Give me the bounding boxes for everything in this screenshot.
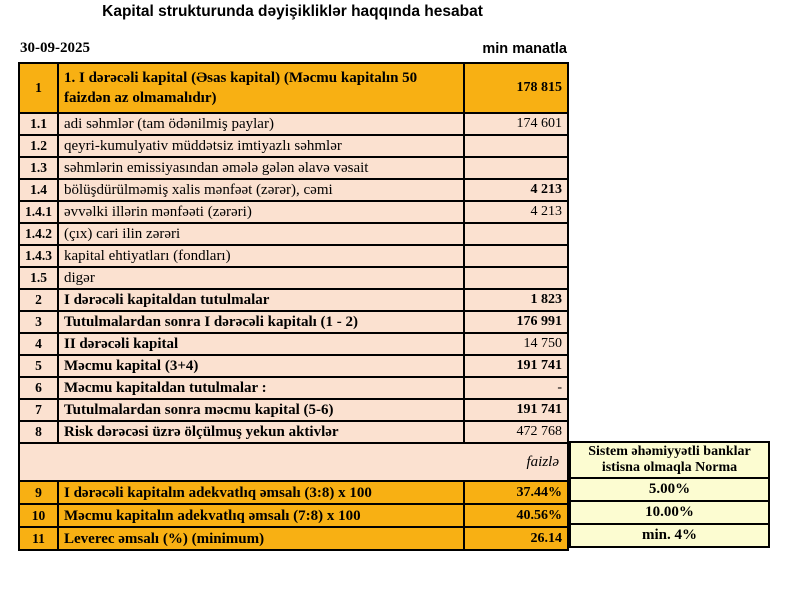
row-value: 174 601	[463, 112, 569, 136]
row-number: 4	[18, 332, 59, 356]
row-number: 9	[18, 480, 59, 505]
row-label: Tutulmalardan sonra məcmu kapital (5-6)	[57, 398, 465, 422]
row-number: 1.1	[18, 112, 59, 136]
row-label: Məcmu kapitaldan tutulmalar :	[57, 376, 465, 400]
row-label: II dərəcəli kapital	[57, 332, 465, 356]
row-label: I dərəcəli kapitalın adekvatlıq əmsalı (…	[57, 480, 465, 505]
row-number: 3	[18, 310, 59, 334]
percent-note: faizlə	[18, 442, 569, 482]
capital-table-body: 1 1. I dərəcəli kapital (Əsas kapital) (M…	[18, 62, 569, 551]
row-label: digər	[57, 266, 465, 290]
row-value	[463, 134, 569, 158]
row-value: 4 213	[463, 178, 569, 202]
table-row-11: 11 Leverec əmsalı (%) (minimum) 26.14	[18, 526, 569, 551]
row-label: kapital ehtiyatları (fondları)	[57, 244, 465, 268]
table-row-1.4.2: 1.4.2 (çıx) cari ilin zərəri	[18, 222, 569, 246]
row-label: Məcmu kapital (3+4)	[57, 354, 465, 378]
row-value: 1 823	[463, 288, 569, 312]
row-label: əvvəlki illərin mənfəəti (zərəri)	[57, 200, 465, 224]
row-label: adi səhmlər (tam ödənilmiş paylar)	[57, 112, 465, 136]
table-row-1.4.3: 1.4.3 kapital ehtiyatları (fondları)	[18, 244, 569, 268]
row-value: -	[463, 376, 569, 400]
row-number: 2	[18, 288, 59, 312]
row-number: 1.2	[18, 134, 59, 158]
row-number: 11	[18, 526, 59, 551]
row-number: 1.5	[18, 266, 59, 290]
table-row-1.4: 1.4 bölüşdürülməmiş xalis mənfəət (zərər)…	[18, 178, 569, 202]
table-row-3: 3 Tutulmalardan sonra I dərəcəli kapitalı…	[18, 310, 569, 334]
table-row-1: 1 1. I dərəcəli kapital (Əsas kapital) (M…	[18, 62, 569, 114]
row-label: Tutulmalardan sonra I dərəcəli kapitalı …	[57, 310, 465, 334]
row-value	[463, 266, 569, 290]
row-value: 191 741	[463, 354, 569, 378]
row-label: (çıx) cari ilin zərəri	[57, 222, 465, 246]
row-label: Məcmu kapitalın adekvatlıq əmsalı (7:8) …	[57, 503, 465, 528]
row-value: 14 750	[463, 332, 569, 356]
table-row-1.3: 1.3 səhmlərin emissiyasından əmələ gələn …	[18, 156, 569, 180]
percent-note-row: faizlə	[18, 442, 569, 482]
table-row-8: 8 Risk dərəcəsi üzrə ölçülmuş yekun aktiv…	[18, 420, 569, 444]
row-value: 178 815	[463, 62, 569, 114]
row-value: 40.56%	[463, 503, 569, 528]
row-label: qeyri-kumulyativ müddətsiz imtiyazlı səh…	[57, 134, 465, 158]
page-title: Kapital strukturunda dəyişikliklər haqqı…	[102, 3, 483, 20]
row-label: bölüşdürülməmiş xalis mənfəət (zərər), c…	[57, 178, 465, 202]
table-row-1.4.1: 1.4.1 əvvəlki illərin mənfəəti (zərəri) 4 …	[18, 200, 569, 224]
row-label: Leverec əmsalı (%) (minimum)	[57, 526, 465, 551]
row-number: 1.4.3	[18, 244, 59, 268]
row-number: 10	[18, 503, 59, 528]
row-label: I dərəcəli kapitaldan tutulmalar	[57, 288, 465, 312]
row-value: 191 741	[463, 398, 569, 422]
row-number: 1.4	[18, 178, 59, 202]
table-row-10: 10 Məcmu kapitalın adekvatlıq əmsalı (7:8…	[18, 503, 569, 528]
table-row-1.2: 1.2 qeyri-kumulyativ müddətsiz imtiyazlı …	[18, 134, 569, 158]
row-value	[463, 156, 569, 180]
row-number: 1.4.1	[18, 200, 59, 224]
row-number: 8	[18, 420, 59, 444]
norm-header: Sistem əhəmiyyətli banklar istisna olmaq…	[569, 441, 770, 479]
row-number: 6	[18, 376, 59, 400]
norm-value: min. 4%	[569, 523, 770, 548]
norm-table: Sistem əhəmiyyətli banklar istisna olmaq…	[569, 441, 770, 548]
table-row-1.5: 1.5 digər	[18, 266, 569, 290]
row-value	[463, 244, 569, 268]
norm-row: min. 4%	[569, 523, 770, 548]
norm-header-row: Sistem əhəmiyyətli banklar istisna olmaq…	[569, 441, 770, 479]
row-value: 26.14	[463, 526, 569, 551]
row-number: 1.3	[18, 156, 59, 180]
row-value: 37.44%	[463, 480, 569, 505]
row-value: 4 213	[463, 200, 569, 224]
row-value	[463, 222, 569, 246]
row-label: 1. I dərəcəli kapital (Əsas kapital) (Mə…	[57, 62, 465, 114]
norm-row: 10.00%	[569, 500, 770, 525]
norm-row: 5.00%	[569, 477, 770, 502]
row-number: 5	[18, 354, 59, 378]
capital-structure-table: 1 1. I dərəcəli kapital (Əsas kapital) (M…	[18, 62, 569, 551]
norm-value: 5.00%	[569, 477, 770, 502]
row-number: 7	[18, 398, 59, 422]
table-row-6: 6 Məcmu kapitaldan tutulmalar :-	[18, 376, 569, 400]
norm-value: 10.00%	[569, 500, 770, 525]
norm-table-body: Sistem əhəmiyyətli banklar istisna olmaq…	[569, 441, 770, 548]
table-row-1.1: 1.1 adi səhmlər (tam ödənilmiş paylar) 174…	[18, 112, 569, 136]
table-row-7: 7 Tutulmalardan sonra məcmu kapital (5-6)…	[18, 398, 569, 422]
unit-label: min manatla	[482, 41, 567, 57]
table-row-5: 5 Məcmu kapital (3+4) 191 741	[18, 354, 569, 378]
report-date: 30-09-2025	[20, 40, 90, 56]
row-label: səhmlərin emissiyasından əmələ gələn əla…	[57, 156, 465, 180]
table-row-4: 4 II dərəcəli kapital 14 750	[18, 332, 569, 356]
row-number: 1.4.2	[18, 222, 59, 246]
row-value: 176 991	[463, 310, 569, 334]
row-number: 1	[18, 62, 59, 114]
row-label: Risk dərəcəsi üzrə ölçülmuş yekun aktivl…	[57, 420, 465, 444]
row-value: 472 768	[463, 420, 569, 444]
